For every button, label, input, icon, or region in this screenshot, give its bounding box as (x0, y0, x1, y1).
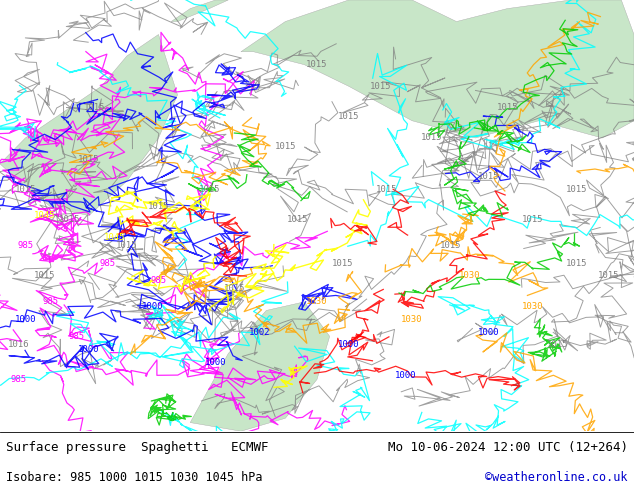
Text: 1015: 1015 (420, 133, 442, 143)
Text: 1015: 1015 (198, 185, 220, 194)
Text: 1016: 1016 (8, 341, 30, 349)
Text: 1015: 1015 (148, 202, 169, 212)
Text: 1015: 1015 (116, 241, 138, 250)
Text: 1015: 1015 (496, 103, 518, 112)
Polygon shape (241, 0, 634, 138)
Text: 1015: 1015 (598, 271, 619, 280)
Text: 1015: 1015 (376, 185, 398, 194)
Text: Isobare: 985 1000 1015 1030 1045 hPa: Isobare: 985 1000 1015 1030 1045 hPa (6, 470, 263, 484)
Text: 1015: 1015 (15, 185, 36, 194)
Text: 1015: 1015 (306, 60, 328, 69)
Text: Mo 10-06-2024 12:00 UTC (12+264): Mo 10-06-2024 12:00 UTC (12+264) (387, 441, 628, 454)
Text: 1015: 1015 (522, 216, 543, 224)
Polygon shape (190, 302, 330, 431)
Text: 1045: 1045 (34, 211, 55, 220)
Text: 1015: 1015 (78, 155, 100, 164)
Text: ©weatheronline.co.uk: ©weatheronline.co.uk (485, 470, 628, 484)
Text: 1015: 1015 (370, 82, 391, 91)
Text: 1015: 1015 (332, 259, 353, 268)
Text: 1015: 1015 (566, 185, 588, 194)
Text: 985: 985 (17, 241, 34, 250)
Polygon shape (0, 34, 178, 216)
Text: 1000: 1000 (15, 315, 36, 323)
Text: 1015: 1015 (84, 103, 106, 112)
Text: 1015: 1015 (59, 216, 81, 224)
Text: 1000: 1000 (78, 345, 100, 354)
Text: 1000: 1000 (395, 370, 417, 380)
Text: 1015: 1015 (338, 112, 359, 121)
Text: 985: 985 (68, 332, 84, 341)
Text: 1030: 1030 (306, 297, 328, 306)
Text: 1030: 1030 (522, 302, 543, 311)
Text: 1030: 1030 (401, 315, 423, 323)
Text: 985: 985 (42, 297, 59, 306)
Text: 985: 985 (150, 276, 167, 285)
Text: 1002: 1002 (249, 327, 271, 337)
Text: 1015: 1015 (547, 341, 569, 349)
Text: 1000: 1000 (205, 358, 226, 367)
Text: 1015: 1015 (287, 216, 309, 224)
Text: Surface pressure  Spaghetti   ECMWF: Surface pressure Spaghetti ECMWF (6, 441, 269, 454)
Text: 1015: 1015 (439, 241, 461, 250)
Text: 985: 985 (100, 259, 116, 268)
Text: 1015: 1015 (566, 259, 588, 268)
Text: 1015: 1015 (34, 271, 55, 280)
Text: 1030: 1030 (458, 271, 480, 280)
Text: 1000: 1000 (477, 327, 499, 337)
Text: 1015: 1015 (224, 284, 245, 294)
Text: 1000: 1000 (141, 302, 163, 311)
Text: 985: 985 (11, 375, 27, 384)
Text: 1045: 1045 (103, 233, 125, 242)
Text: 1015: 1015 (275, 142, 296, 151)
Text: 1000: 1000 (338, 341, 359, 349)
Polygon shape (171, 0, 228, 22)
Text: 1015: 1015 (477, 172, 499, 181)
